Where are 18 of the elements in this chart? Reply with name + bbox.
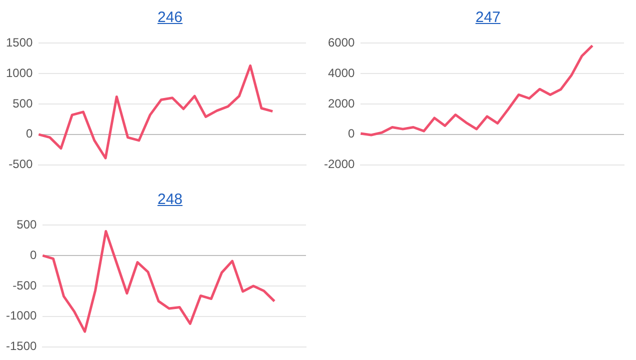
y-tick-label: -1500: [6, 339, 38, 354]
y-tick-label: 2000: [328, 96, 356, 110]
y-tick-label: 1500: [6, 36, 34, 50]
y-tick-label: -2000: [324, 157, 356, 172]
y-tick-label: 500: [16, 218, 38, 232]
y-tick-label: 6000: [328, 36, 356, 50]
y-tick-label: 1000: [6, 66, 34, 80]
chart-title: 247: [475, 9, 501, 26]
y-tick-label: 500: [12, 96, 34, 110]
y-tick-label: 0: [348, 126, 356, 141]
y-tick-label: -500: [8, 157, 34, 172]
chart-title: 248: [157, 191, 183, 208]
y-tick-label: 0: [30, 248, 38, 262]
y-tick-label: -500: [12, 278, 38, 292]
y-tick-label: 4000: [328, 66, 356, 80]
y-tick-label: -1000: [6, 308, 38, 323]
chart-title: 246: [157, 9, 183, 26]
y-tick-label: 0: [26, 126, 34, 141]
